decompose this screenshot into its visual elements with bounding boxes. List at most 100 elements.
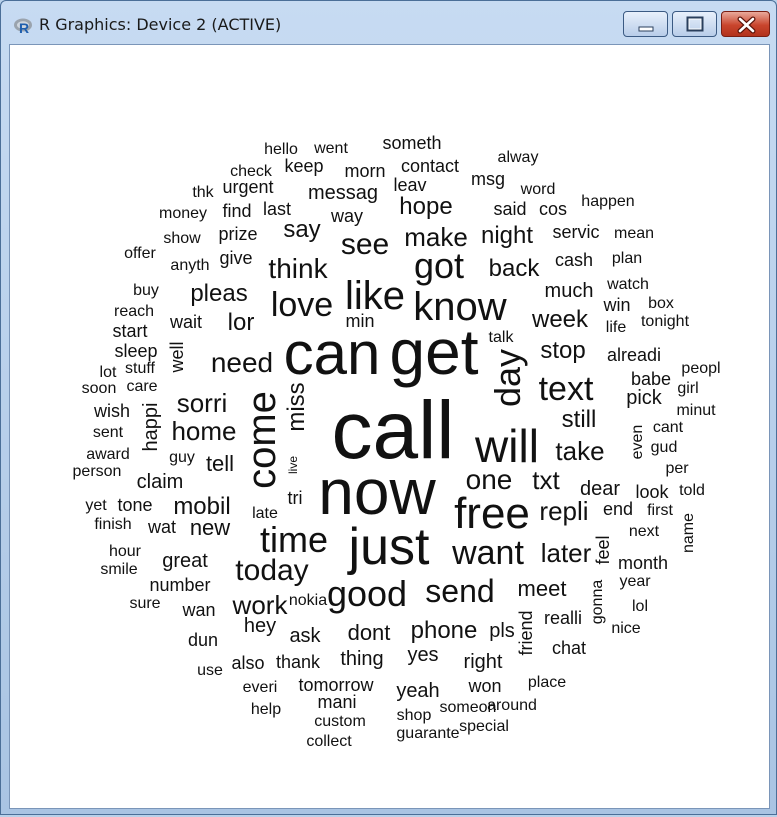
word-let: end bbox=[603, 499, 633, 519]
word-today: today bbox=[235, 554, 308, 587]
word-free: free bbox=[454, 489, 530, 538]
word-much: much bbox=[545, 280, 594, 302]
word-talk: talk bbox=[489, 329, 515, 346]
word-give: give bbox=[219, 248, 252, 268]
maximize-icon bbox=[686, 16, 704, 32]
word-lol: nokia bbox=[289, 592, 327, 609]
word-live: live bbox=[286, 456, 300, 474]
word-stop: stop bbox=[540, 337, 585, 364]
word-finish: finish bbox=[94, 516, 131, 533]
word-plan: plan bbox=[612, 250, 642, 267]
word-right: right bbox=[464, 651, 503, 673]
word-smile: month bbox=[618, 553, 668, 573]
word-gud: gud bbox=[651, 439, 678, 456]
word-like: like bbox=[345, 274, 405, 318]
word-servic: servic bbox=[552, 222, 599, 242]
word-thank: thank bbox=[276, 652, 321, 672]
minimize-button[interactable] bbox=[623, 11, 668, 37]
word-prize: prize bbox=[218, 224, 257, 244]
word-alway: alway bbox=[498, 149, 539, 166]
word-around: help bbox=[251, 701, 281, 718]
word-phone: phone bbox=[411, 617, 478, 644]
plot-area: call now can get will just come free kno… bbox=[9, 44, 770, 809]
word-thing: thing bbox=[340, 648, 383, 670]
word-use: also bbox=[231, 653, 264, 673]
word-special: collect bbox=[306, 733, 352, 750]
word-wan: lol bbox=[632, 598, 648, 615]
word-back: back bbox=[489, 255, 541, 282]
word-feel: feel bbox=[593, 535, 613, 564]
word-hello: hello bbox=[264, 141, 298, 158]
word-thk: thk bbox=[192, 184, 214, 201]
word-msg: msg bbox=[471, 169, 505, 189]
word-later: later bbox=[541, 538, 592, 568]
word-also: chat bbox=[552, 638, 586, 658]
word-word: word bbox=[520, 181, 556, 198]
word-award: award bbox=[86, 446, 130, 463]
word-stuff: stuff bbox=[125, 360, 156, 377]
word-pleas: pleas bbox=[190, 280, 247, 307]
word-month: name bbox=[680, 513, 697, 553]
word-help: someon bbox=[440, 699, 497, 716]
word-nokia: dun bbox=[188, 630, 218, 650]
word-good: good bbox=[327, 573, 407, 614]
word-per: per bbox=[665, 460, 689, 477]
word-hope: hope bbox=[399, 193, 452, 220]
word-someth: someth bbox=[382, 133, 441, 153]
title-bar[interactable]: R R Graphics: Device 2 (ACTIVE) bbox=[1, 1, 776, 43]
word-alreadi: alreadi bbox=[607, 345, 661, 365]
word-guy: guy bbox=[169, 449, 195, 466]
word-tonight: tonight bbox=[641, 313, 690, 330]
word-show: show bbox=[163, 230, 201, 247]
word-morn: morn bbox=[344, 161, 385, 181]
word-won: mani bbox=[317, 692, 356, 712]
word-get: get bbox=[390, 316, 479, 388]
word-tomorrow: tomorrow bbox=[298, 675, 374, 695]
r-logo-icon: R bbox=[14, 18, 32, 36]
word-wish: wish bbox=[93, 401, 130, 421]
word-think: think bbox=[268, 253, 328, 284]
maximize-button[interactable] bbox=[672, 11, 717, 37]
word-wait: wait bbox=[169, 312, 202, 332]
word-chat: place bbox=[528, 674, 566, 691]
word-shop: special bbox=[459, 718, 509, 735]
word-work: work bbox=[232, 590, 289, 620]
word-happen: happen bbox=[581, 193, 634, 210]
word-can: can bbox=[284, 320, 381, 387]
word-love: love bbox=[271, 286, 333, 324]
word-end: next bbox=[629, 523, 660, 540]
word-will: will bbox=[474, 420, 539, 472]
word-home: home bbox=[171, 416, 236, 446]
word-babe: babe bbox=[631, 369, 671, 389]
word-dear: dear bbox=[580, 478, 620, 500]
word-just: just bbox=[347, 518, 430, 576]
word-sure: gonna bbox=[589, 580, 606, 625]
word-cos: cos bbox=[539, 199, 567, 219]
word-hour: smile bbox=[100, 561, 137, 578]
word-urgent: urgent bbox=[222, 177, 273, 197]
word-someon: custom bbox=[314, 713, 366, 730]
word-well: well bbox=[167, 341, 187, 373]
word-reach: reach bbox=[114, 303, 154, 320]
word-sorri: sorri bbox=[177, 388, 228, 418]
word-look: look bbox=[635, 482, 669, 502]
word-anyth: anyth bbox=[170, 257, 209, 274]
word-day: day bbox=[487, 349, 528, 407]
word-sleep: sleep bbox=[114, 341, 157, 361]
word-name: sure bbox=[129, 595, 160, 612]
word-keep: keep bbox=[284, 156, 323, 176]
word-week: week bbox=[531, 306, 589, 333]
word-care: care bbox=[126, 378, 157, 395]
word-offer: offer bbox=[124, 245, 156, 262]
word-start: start bbox=[112, 321, 147, 341]
close-button[interactable] bbox=[721, 11, 770, 37]
word-check: check bbox=[230, 163, 273, 180]
word-realli: realli bbox=[544, 608, 582, 628]
word-know: know bbox=[413, 285, 506, 329]
word-cant: cant bbox=[653, 419, 684, 436]
word-ask: ask bbox=[289, 625, 321, 647]
word-pick: pick bbox=[626, 387, 663, 409]
word-dun: nice bbox=[611, 620, 640, 637]
word-leav: leav bbox=[393, 175, 426, 195]
